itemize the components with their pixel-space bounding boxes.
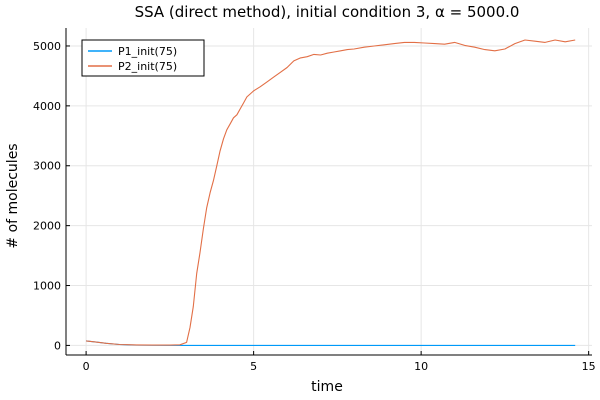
x-tick-label: 0 bbox=[83, 360, 90, 373]
x-tick-label: 5 bbox=[250, 360, 257, 373]
legend: P1_init(75) P2_init(75) bbox=[81, 39, 205, 77]
tick-labels: 0 5 10 15 0 1000 2000 3000 4000 5000 bbox=[33, 40, 596, 373]
y-tick-label: 5000 bbox=[33, 40, 61, 53]
legend-label: P1_init(75) bbox=[118, 45, 177, 58]
legend-label: P2_init(75) bbox=[118, 60, 177, 73]
y-axis-label: # of molecules bbox=[5, 143, 21, 248]
chart-title: SSA (direct method), initial condition 3… bbox=[135, 3, 520, 21]
series-layer bbox=[86, 39, 576, 346]
series-line-2 bbox=[86, 39, 576, 346]
y-tick-label: 1000 bbox=[33, 280, 61, 293]
grid bbox=[66, 28, 592, 355]
legend-box bbox=[81, 39, 205, 77]
y-tick-label: 0 bbox=[54, 339, 61, 352]
x-tick-label: 10 bbox=[414, 360, 428, 373]
x-tick-label: 15 bbox=[582, 360, 596, 373]
axes bbox=[65, 28, 592, 356]
y-tick-label: 3000 bbox=[33, 160, 61, 173]
y-tick-label: 2000 bbox=[33, 220, 61, 233]
x-axis-label: time bbox=[311, 379, 343, 395]
y-tick-label: 4000 bbox=[33, 100, 61, 113]
